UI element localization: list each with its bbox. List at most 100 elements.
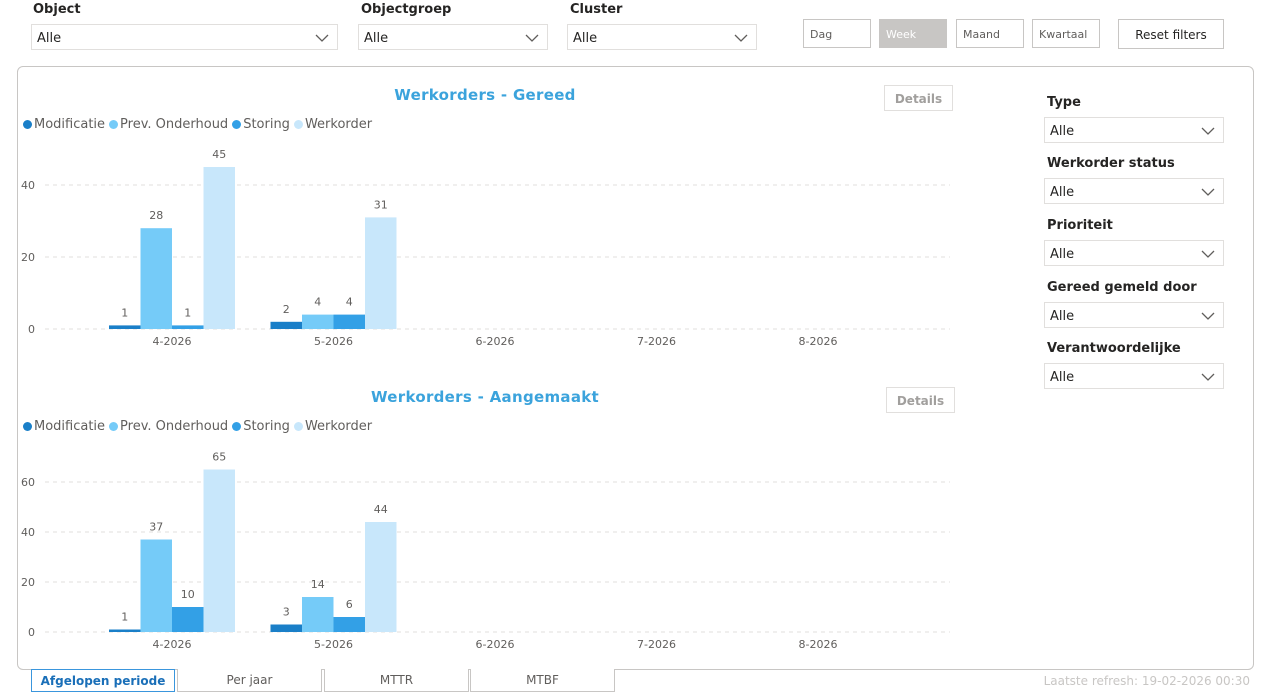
legend-item-prev-onderhoud: Prev. Onderhoud [109, 419, 228, 434]
x-tick-label: 8-2026 [799, 638, 838, 651]
legend-item-storing: Storing [232, 419, 290, 434]
x-tick-label: 5-2026 [314, 335, 353, 348]
y-tick-label: 0 [28, 626, 35, 639]
legend-dot-storing [232, 119, 242, 129]
y-tick-label: 0 [28, 323, 35, 336]
y-tick-label: 60 [21, 476, 35, 489]
data-label: 3 [283, 606, 290, 619]
legend-item-prev-onderhoud: Prev. Onderhoud [109, 117, 228, 132]
legend-label: Modificatie [34, 418, 106, 434]
legend-dot-prev-onderhoud [109, 119, 119, 129]
tab-per-jaar[interactable]: Per jaar [177, 669, 322, 692]
bar [109, 629, 141, 632]
legend-item-werkorder: Werkorder [293, 116, 373, 132]
bar [333, 617, 365, 632]
legend-label: Modificatie [34, 116, 106, 132]
chevron-down-icon [315, 34, 329, 42]
chart-title-gereed: Werkorders - Gereed [394, 86, 576, 104]
verantwoordelijke-dropdown[interactable]: Alle [1044, 363, 1224, 389]
legend-label: Prev. Onderhoud [120, 418, 229, 434]
bar [365, 217, 397, 329]
x-tick-label: 7-2026 [637, 335, 676, 348]
bar [140, 539, 172, 632]
object-dropdown[interactable]: Alle [31, 24, 338, 50]
chevron-down-icon [1201, 127, 1215, 135]
x-tick-label: 8-2026 [799, 335, 838, 348]
gereed-gemeld-door-filter-label: Gereed gemeld door [1047, 280, 1197, 295]
tab-mtbf[interactable]: MTBF [470, 669, 615, 692]
bar [172, 607, 204, 632]
werkorder-status-dropdown[interactable]: Alle [1044, 178, 1224, 204]
details-button-aangemaakt[interactable]: Details [886, 387, 955, 413]
gereed-gemeld-door-dropdown-value: Alle [1050, 309, 1075, 324]
legend-dot-prev-onderhoud [109, 421, 119, 431]
bar [365, 522, 397, 632]
object-filter-label: Object [33, 2, 81, 17]
data-label: 1 [184, 306, 191, 319]
chevron-down-icon [1201, 373, 1215, 381]
x-tick-label: 6-2026 [476, 638, 515, 651]
data-label: 37 [149, 521, 163, 534]
data-label: 4 [346, 296, 353, 309]
legend-gereed: Modificatie Prev. Onderhoud Storing Werk… [23, 116, 376, 132]
data-label: 6 [346, 598, 353, 611]
prioriteit-dropdown-value: Alle [1050, 247, 1075, 262]
chart-title-aangemaakt: Werkorders - Aangemaakt [370, 388, 599, 406]
object-dropdown-value: Alle [37, 31, 62, 46]
data-label: 44 [374, 503, 388, 516]
data-label: 1 [121, 306, 128, 319]
bar [302, 314, 334, 329]
data-label: 1 [121, 611, 128, 624]
bar [333, 314, 365, 329]
type-dropdown[interactable]: Alle [1044, 117, 1224, 143]
data-label: 65 [212, 451, 226, 464]
data-label: 2 [283, 303, 290, 316]
kwartaal-button[interactable]: Kwartaal [1032, 19, 1100, 48]
bar [203, 469, 235, 632]
data-label: 10 [181, 588, 195, 601]
y-tick-label: 40 [21, 179, 35, 192]
bar-chart-gereed: 0 20 40 1 28 1 45 4-2026 2 4 4 31 5-2026 6-2026 7-2026… [21, 148, 950, 348]
chevron-down-icon [1201, 312, 1215, 320]
werkorder-status-filter-label: Werkorder status [1047, 156, 1175, 171]
verantwoordelijke-filter-label: Verantwoordelijke [1047, 341, 1181, 356]
bar [109, 325, 141, 329]
prioriteit-dropdown[interactable]: Alle [1044, 240, 1224, 266]
maand-button[interactable]: Maand [956, 19, 1024, 48]
gereed-gemeld-door-dropdown[interactable]: Alle [1044, 302, 1224, 328]
data-label: 45 [212, 148, 226, 161]
cluster-filter-label: Cluster [570, 2, 623, 17]
dag-button[interactable]: Dag [803, 19, 871, 48]
chevron-down-icon [525, 34, 539, 42]
bar [203, 167, 235, 329]
data-label: 31 [374, 198, 388, 211]
legend-label: Prev. Onderhoud [120, 116, 229, 132]
legend-label: Werkorder [304, 116, 373, 132]
bar [302, 597, 334, 632]
y-tick-label: 40 [21, 526, 35, 539]
verantwoordelijke-dropdown-value: Alle [1050, 370, 1075, 385]
objectgroep-dropdown[interactable]: Alle [358, 24, 548, 50]
tab-mttr[interactable]: MTTR [324, 669, 469, 692]
legend-item-werkorder: Werkorder [293, 418, 373, 434]
objectgroep-dropdown-value: Alle [364, 31, 389, 46]
type-dropdown-value: Alle [1050, 124, 1075, 139]
x-tick-label: 5-2026 [314, 638, 353, 651]
x-tick-label: 6-2026 [476, 335, 515, 348]
legend-label: Werkorder [304, 418, 373, 434]
week-button[interactable]: Week [879, 19, 947, 48]
data-label: 28 [149, 209, 163, 222]
tab-afgelopen-periode[interactable]: Afgelopen periode [31, 669, 175, 692]
prioriteit-filter-label: Prioriteit [1047, 218, 1113, 233]
data-label: 4 [314, 296, 321, 309]
legend-dot-modificatie [23, 119, 32, 129]
legend-aangemaakt: Modificatie Prev. Onderhoud Storing Werk… [23, 418, 376, 434]
details-button-gereed[interactable]: Details [884, 85, 953, 111]
reset-filters-button[interactable]: Reset filters [1118, 19, 1224, 49]
y-tick-label: 20 [21, 576, 35, 589]
cluster-dropdown[interactable]: Alle [567, 24, 757, 50]
legend-dot-werkorder [293, 119, 303, 129]
legend-dot-storing [232, 421, 242, 431]
legend-dot-modificatie [23, 421, 32, 431]
x-tick-label: 7-2026 [637, 638, 676, 651]
